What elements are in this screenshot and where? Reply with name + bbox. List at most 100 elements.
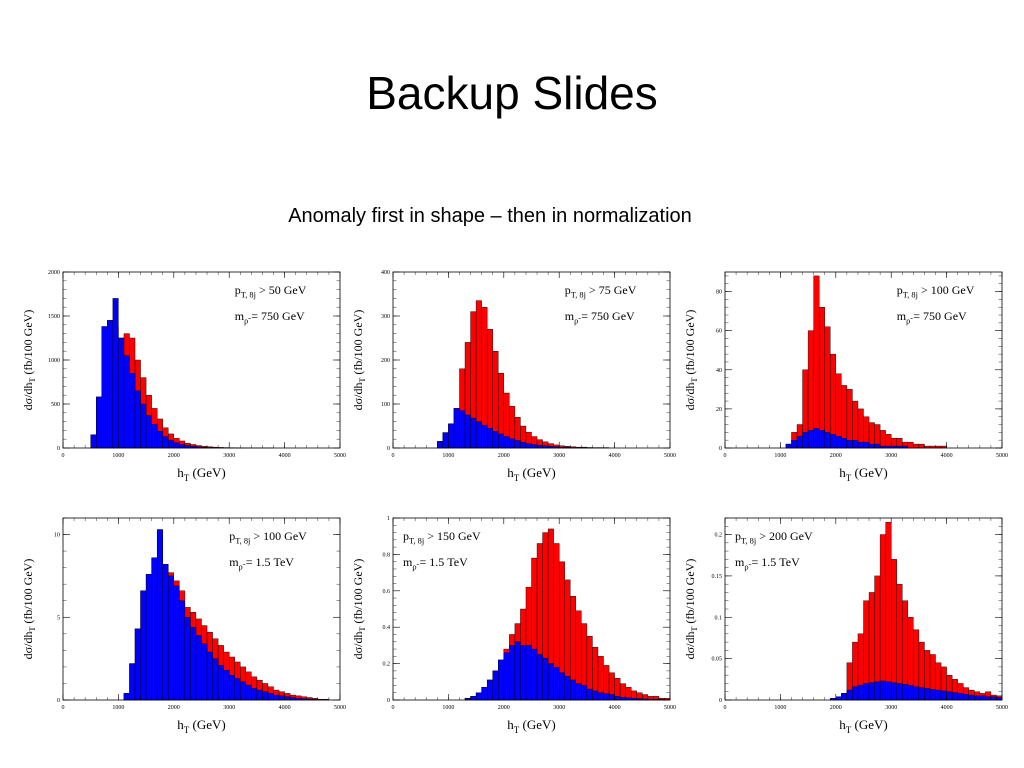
sm-bar	[570, 679, 577, 701]
sm-bar	[151, 557, 158, 701]
sm-bar	[542, 657, 549, 701]
y-tick-label: 1	[387, 516, 390, 522]
sm-bar	[179, 600, 186, 701]
x-tick-label: 1000	[112, 705, 124, 711]
sm-bar	[785, 443, 792, 449]
sm-bar	[846, 439, 853, 449]
sm-bar	[245, 684, 252, 701]
sm-bar	[223, 670, 230, 701]
sm-bar	[592, 690, 599, 701]
sm-bar	[201, 643, 208, 701]
sm-bar	[470, 417, 477, 449]
sm-bar	[852, 686, 859, 701]
cut-label: pT, 8j > 150 GeV	[403, 529, 481, 546]
sm-bar	[514, 440, 521, 449]
y-axis-label: dσ/dhT (fb/100 GeV)	[683, 559, 699, 660]
mass-label: mρ̃ = 750 GeV	[235, 309, 305, 326]
total-bar	[874, 575, 881, 701]
sm-bar	[547, 663, 554, 701]
sm-bar	[437, 441, 444, 449]
total-bar	[879, 430, 886, 449]
sm-bar	[835, 696, 842, 701]
sm-bar	[979, 695, 986, 701]
sm-bar	[863, 441, 870, 449]
x-tick-label: 0	[62, 705, 65, 711]
sm-bar	[913, 686, 920, 701]
total-bar	[818, 307, 825, 449]
histogram-panel-4: 0 1000 2000 3000 4000 5000 0 5 10 hT (GeV) dσ/dhT …	[18, 512, 348, 738]
x-tick-label: 2000	[168, 705, 180, 711]
sm-bar	[796, 436, 803, 449]
x-axis-label: hT (GeV)	[839, 465, 887, 483]
y-tick-label: 0.1	[715, 615, 723, 621]
sm-bar	[129, 663, 136, 701]
sm-bar	[492, 670, 499, 701]
sm-bar	[498, 659, 504, 701]
sm-bar	[134, 390, 141, 449]
sm-bar	[520, 442, 527, 449]
sm-bar	[118, 337, 125, 449]
y-tick-label: 1500	[48, 314, 60, 320]
total-bar	[824, 326, 831, 449]
sm-bar	[841, 693, 848, 701]
y-tick-label: 10	[54, 533, 60, 539]
x-tick-label: 5000	[664, 705, 676, 711]
total-bar	[890, 559, 897, 701]
x-tick-label: 0	[392, 453, 395, 459]
sm-bar	[581, 685, 588, 701]
histogram-1: 0 1000 2000 3000 4000 5000 0 500 1000 1500 2000 hT …	[21, 270, 346, 483]
total-bar	[813, 275, 820, 449]
y-tick-label: 0.2	[715, 533, 723, 539]
total-bar	[913, 443, 920, 449]
sm-bar	[830, 434, 836, 449]
sm-bar	[525, 645, 532, 701]
histogram-5: 0 1000 2000 3000 4000 5000 0 0.2 0.4 0.6 0.8 1 hT (G…	[351, 516, 676, 735]
sm-bar	[206, 651, 213, 701]
sm-bar	[190, 626, 197, 701]
sm-bar	[156, 431, 163, 449]
x-tick-label: 5000	[996, 705, 1008, 711]
sm-bar	[179, 444, 186, 449]
histogram-panel-3: 0 1000 2000 3000 4000 5000 0 20 40 60 80 hT (GeV) dσ…	[680, 266, 1010, 486]
sm-bar	[256, 689, 263, 701]
sm-bar	[140, 403, 147, 449]
y-tick-label: 0.6	[383, 589, 391, 595]
sm-bar	[564, 676, 571, 701]
mass-label: mρ̃ = 750 GeV	[565, 309, 635, 326]
sm-bar	[924, 688, 931, 701]
sm-bar	[951, 692, 958, 701]
histogram-panel-1: 0 1000 2000 3000 4000 5000 0 500 1000 1500 2000 hT …	[18, 266, 348, 486]
plot-frame	[724, 271, 1003, 449]
sm-bar	[985, 696, 992, 701]
slide-title: Backup Slides	[366, 67, 658, 119]
sm-bar	[284, 696, 291, 701]
sm-bar	[614, 696, 621, 701]
sm-bar	[442, 432, 449, 449]
sm-bar	[935, 689, 942, 701]
x-tick-label: 1000	[774, 705, 786, 711]
histogram-3: 0 1000 2000 3000 4000 5000 0 20 40 60 80 hT (GeV) dσ…	[683, 271, 1008, 483]
sm-bar	[475, 692, 482, 701]
histogram-panel-6: 0 1000 2000 3000 4000 5000 0 0.05 0.1 0.15 0.2 hT (…	[680, 512, 1010, 738]
sm-bar	[228, 674, 235, 701]
sm-bar	[608, 694, 615, 701]
sm-bar	[145, 415, 152, 449]
y-axis-label: dσ/dhT (fb/100 GeV)	[351, 310, 367, 411]
sm-series	[123, 529, 330, 701]
x-axis-label: hT (GeV)	[507, 465, 555, 483]
y-tick-label: 80	[716, 290, 722, 296]
total-series	[830, 521, 1003, 701]
sm-bar	[857, 684, 864, 701]
x-tick-label: 3000	[553, 705, 565, 711]
y-tick-label: 40	[716, 368, 722, 374]
y-tick-label: 0.4	[383, 625, 391, 631]
sm-bar	[525, 443, 532, 449]
y-tick-label: 100	[381, 402, 390, 408]
x-tick-label: 4000	[609, 453, 621, 459]
slide-subtitle: Anomaly first in shape – then in normali…	[288, 205, 692, 227]
sm-bar	[481, 424, 488, 449]
sm-bar	[520, 645, 527, 701]
cut-label: pT, 8j > 50 GeV	[235, 283, 307, 300]
x-tick-label: 3000	[223, 705, 235, 711]
sm-bar	[918, 687, 925, 701]
